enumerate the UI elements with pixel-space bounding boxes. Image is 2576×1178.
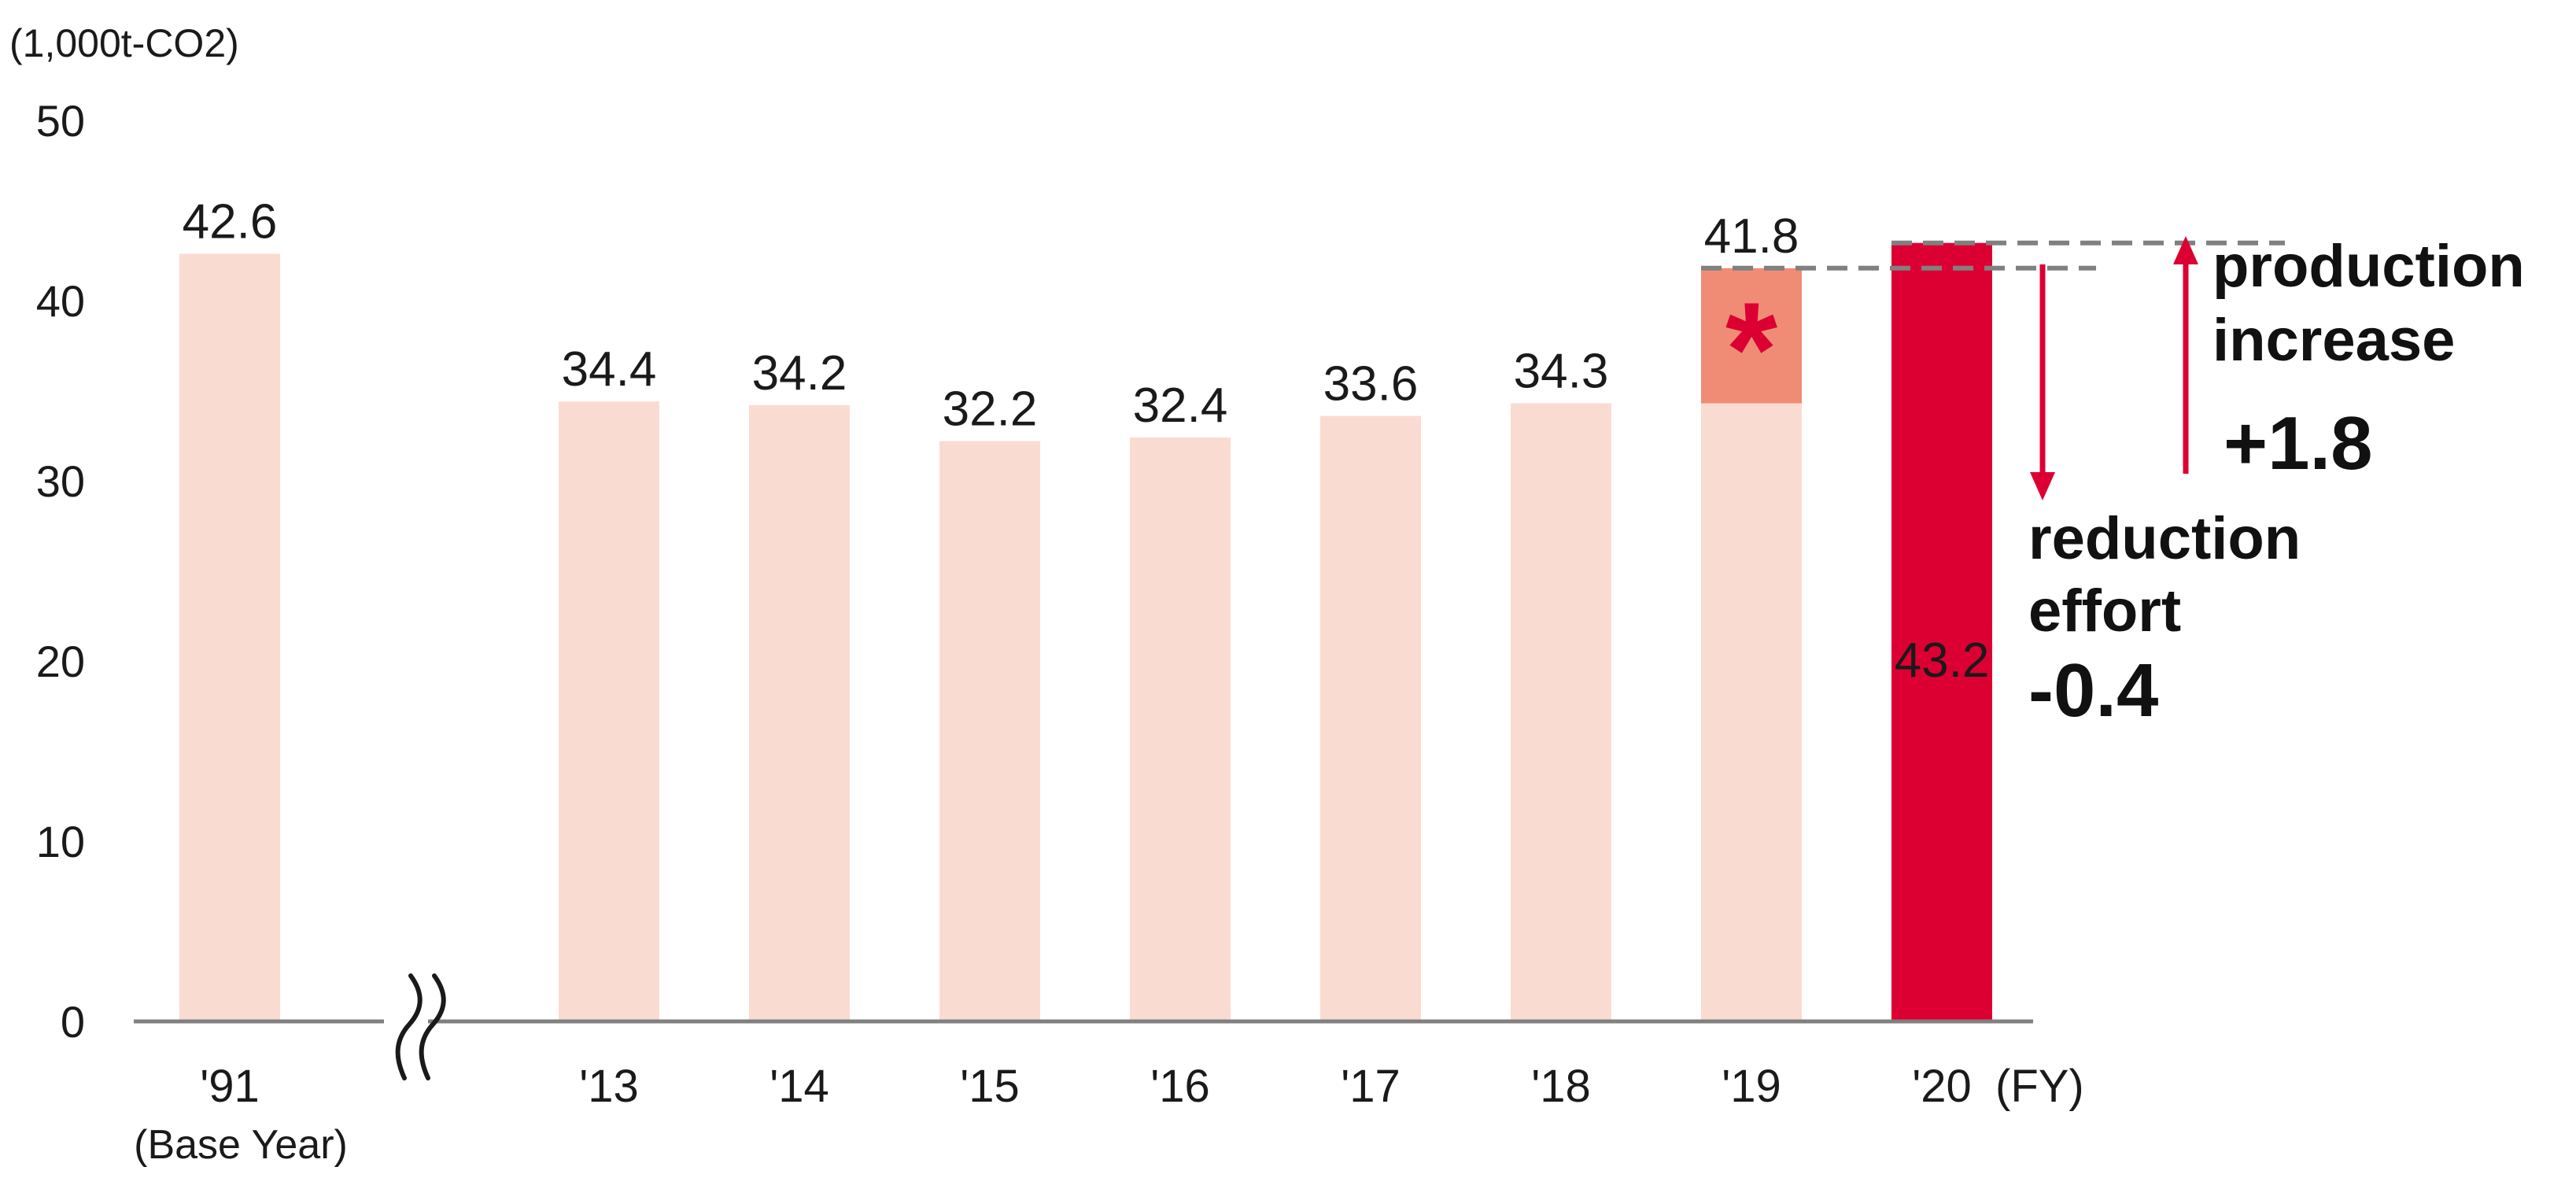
axis-break-curve xyxy=(395,973,423,1080)
x-category-label: '15 xyxy=(960,1061,1020,1112)
y-tick-label: 50 xyxy=(36,96,85,146)
bar xyxy=(179,253,280,1022)
bar-value-label: 34.4 xyxy=(562,342,657,397)
production-increase-label: production xyxy=(2212,233,2525,300)
bar-segment-fy19-increase xyxy=(1701,268,1802,404)
bar xyxy=(1891,242,1992,1022)
production-increase-label: increase xyxy=(2212,307,2455,374)
bar-value-label: 32.4 xyxy=(1133,379,1228,433)
annotations-group: production increase +1.8 reductioneffort-0.… xyxy=(1701,233,2525,733)
x-category-label: '20 xyxy=(1912,1061,1972,1112)
y-axis-unit-label: (1,000t-CO2) xyxy=(9,21,239,65)
bar xyxy=(939,441,1040,1021)
reduction-effort-arrow-head xyxy=(2030,472,2055,500)
y-tick-label: 40 xyxy=(36,276,85,326)
bar-segment-fy19-base xyxy=(1701,403,1802,1021)
bar-value-label: 41.8 xyxy=(1704,209,1799,264)
production-increase-value: +1.8 xyxy=(2224,401,2373,486)
reduction-effort-value: -0.4 xyxy=(2028,648,2158,733)
bar xyxy=(749,404,850,1021)
bar-value-label: 34.3 xyxy=(1514,345,1609,399)
x-category-label: '19 xyxy=(1722,1061,1781,1112)
axis-break-curve xyxy=(419,973,446,1080)
production-increase-arrow-head xyxy=(2173,236,2198,264)
bar xyxy=(1511,403,1611,1021)
bar xyxy=(1320,415,1421,1021)
y-tick-label: 10 xyxy=(36,817,85,866)
bar xyxy=(559,401,659,1021)
x-axis-unit-label: (FY) xyxy=(1995,1061,2084,1112)
base-year-note: (Base Year) xyxy=(134,1122,348,1168)
value-labels-group: 42.6 34.4 34.2 32.2 32.4 33.6 34.3 41.8 43.2 * xyxy=(183,194,1990,688)
y-tick-label: 30 xyxy=(36,456,85,506)
bar-value-label: 32.2 xyxy=(943,382,1038,437)
bar-value-label: 42.6 xyxy=(183,194,278,249)
x-category-label: '17 xyxy=(1341,1061,1401,1112)
bars-group xyxy=(179,242,1992,1022)
y-axis-ticks: 0 10 20 30 40 50 xyxy=(36,96,85,1047)
bar-value-label: 43.2 xyxy=(1895,633,1990,688)
bar-value-label: 33.6 xyxy=(1323,357,1419,412)
x-category-label: '18 xyxy=(1531,1061,1591,1112)
y-tick-label: 0 xyxy=(61,997,85,1047)
fy19-asterisk-marker: * xyxy=(1725,275,1777,425)
axis-break-mark xyxy=(384,973,446,1080)
bar-value-label: 34.2 xyxy=(752,346,847,401)
x-category-label: '91 xyxy=(200,1061,260,1112)
x-category-label: '13 xyxy=(579,1061,639,1112)
category-labels-group: '91 '13 '14 '15 '16 '17 '18 '19 '20 (Base Year) (F… xyxy=(134,1061,2084,1168)
reduction-effort-label: effort xyxy=(2028,578,2181,644)
bar xyxy=(1130,438,1231,1021)
reduction-effort-label: reduction xyxy=(2028,505,2301,572)
x-category-label: '16 xyxy=(1150,1061,1210,1112)
x-category-label: '14 xyxy=(769,1061,829,1112)
y-tick-label: 20 xyxy=(36,637,85,686)
